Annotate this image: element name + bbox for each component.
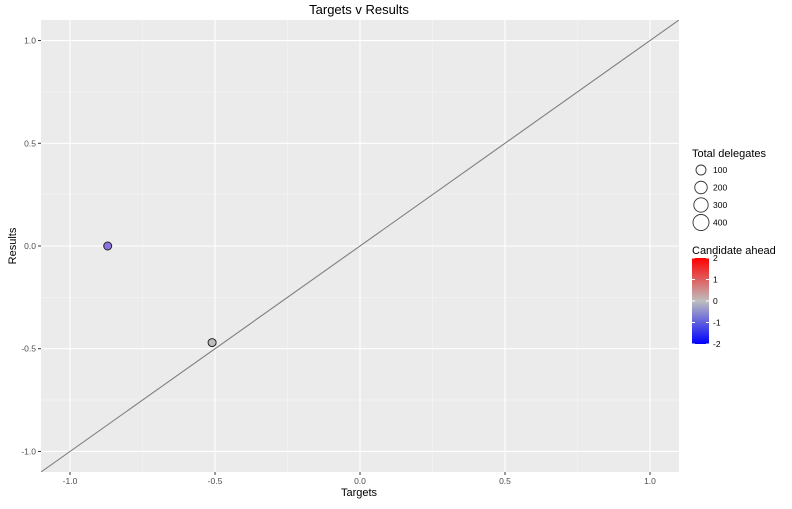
y-axis-title: Results (7, 227, 19, 264)
x-tick-label: 0.0 (354, 476, 366, 486)
x-tick-label: 1.0 (644, 476, 656, 486)
x-axis-title: Targets (341, 487, 378, 499)
size-legend-label: 400 (713, 218, 727, 228)
color-legend: Candidate ahead 2 1 0 -1 -2 (692, 245, 776, 349)
color-legend-title: Candidate ahead (692, 245, 776, 257)
size-legend-label: 200 (713, 183, 727, 193)
x-axis: -1.0 -0.5 0.0 0.5 1.0 (63, 472, 656, 486)
size-legend-label: 100 (713, 165, 727, 175)
colorbar-label: 1 (713, 275, 718, 285)
colorbar-label: 2 (713, 253, 718, 263)
colorbar (692, 258, 709, 344)
data-point (103, 241, 113, 251)
x-tick-label: 0.5 (499, 476, 511, 486)
y-tick-label: -1.0 (21, 446, 36, 456)
size-legend-key (693, 197, 709, 213)
y-tick-label: -0.5 (21, 344, 36, 354)
reference-line-group (41, 20, 679, 472)
size-legend-title: Total delegates (692, 148, 766, 160)
size-legend-label: 300 (713, 200, 727, 210)
colorbar-label: -1 (713, 318, 721, 328)
y-tick-label: 1.0 (24, 36, 36, 46)
data-point (207, 338, 217, 348)
x-tick-label: -0.5 (208, 476, 223, 486)
data-points (103, 241, 217, 348)
x-tick-label: -1.0 (63, 476, 78, 486)
y-axis: -1.0 -0.5 0.0 0.5 1.0 (21, 36, 41, 456)
y-tick-label: 0.5 (24, 138, 36, 148)
chart-title: Targets v Results (309, 2, 409, 17)
y-tick-label: 0.0 (24, 241, 36, 251)
size-legend-key (694, 180, 708, 195)
size-legend-key (692, 214, 710, 231)
identity-line (41, 20, 679, 472)
size-legend-key (695, 164, 707, 176)
size-legend: Total delegates 100 200 300 400 (692, 148, 766, 231)
colorbar-label: 0 (713, 296, 718, 306)
colorbar-label: -2 (713, 339, 721, 349)
